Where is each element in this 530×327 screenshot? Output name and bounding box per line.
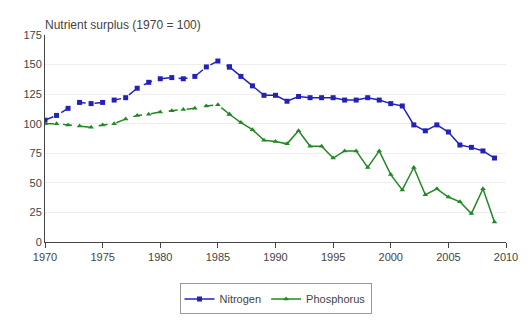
svg-text:175: 175 [23, 29, 41, 41]
svg-text:100: 100 [23, 118, 41, 130]
svg-text:25: 25 [30, 206, 42, 218]
svg-text:Nitrogen: Nitrogen [220, 293, 262, 305]
svg-text:1980: 1980 [148, 251, 172, 263]
svg-text:75: 75 [30, 147, 42, 159]
svg-text:Nutrient surplus (1970 = 100): Nutrient surplus (1970 = 100) [45, 18, 201, 32]
svg-text:125: 125 [23, 88, 41, 100]
svg-text:2010: 2010 [494, 251, 518, 263]
svg-text:1990: 1990 [263, 251, 287, 263]
svg-text:1995: 1995 [321, 251, 345, 263]
svg-text:1985: 1985 [206, 251, 230, 263]
svg-text:Phosphorus: Phosphorus [306, 293, 365, 305]
svg-text:1970: 1970 [33, 251, 57, 263]
svg-text:2005: 2005 [436, 251, 460, 263]
svg-text:50: 50 [30, 177, 42, 189]
svg-text:0: 0 [36, 236, 42, 248]
svg-text:1975: 1975 [90, 251, 114, 263]
svg-text:150: 150 [23, 58, 41, 70]
svg-text:2000: 2000 [379, 251, 403, 263]
